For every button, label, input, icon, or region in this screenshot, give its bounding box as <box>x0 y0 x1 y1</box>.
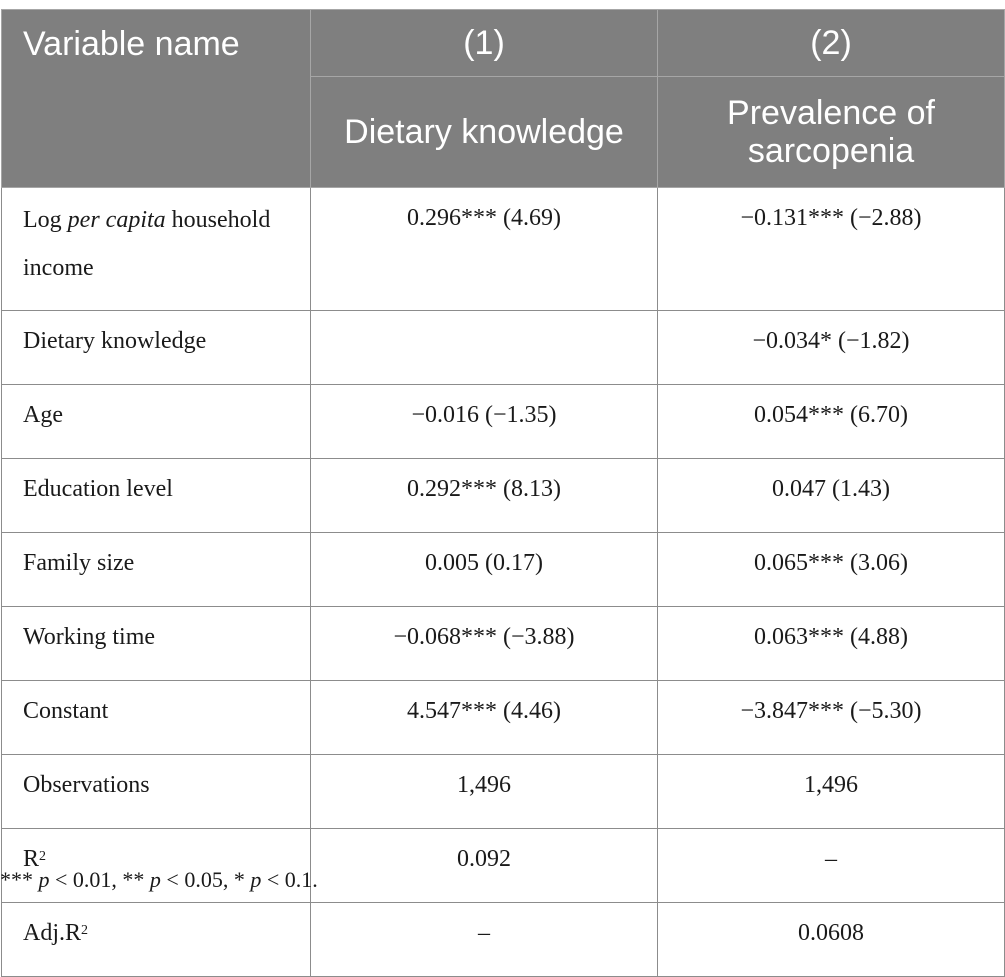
table-row: Constant 4.547*** (4.46) −3.847*** (−5.3… <box>1 680 1005 755</box>
row-label: Adj.R2 <box>1 902 311 977</box>
significance-footnote: *** p < 0.01, ** p < 0.05, * p < 0.1. <box>0 867 318 893</box>
table-header: Variable name (1) (2) Dietary knowledge … <box>1 9 1005 188</box>
row-label: R2 <box>1 828 311 903</box>
regression-table: Variable name (1) (2) Dietary knowledge … <box>1 9 1005 977</box>
cell-col1: −0.016 (−1.35) <box>310 384 658 459</box>
row-label: Working time <box>1 606 311 681</box>
table-body: Log per capita household income 0.296***… <box>1 187 1005 977</box>
table-row: Dietary knowledge −0.034* (−1.82) <box>1 310 1005 385</box>
cell-col2: 0.047 (1.43) <box>657 458 1005 533</box>
header-variable-name: Variable name <box>1 9 311 188</box>
row-label: Education level <box>1 458 311 533</box>
cell-col2: −3.847*** (−5.30) <box>657 680 1005 755</box>
row-label-italic: per capita <box>67 207 166 233</box>
table-row: Observations 1,496 1,496 <box>1 754 1005 829</box>
row-label: Age <box>1 384 311 459</box>
footnote-text: < 0.01, ** <box>49 867 150 892</box>
footnote-text: < 0.1. <box>261 867 318 892</box>
cell-col1 <box>310 310 658 385</box>
row-label-superscript: 2 <box>81 923 89 938</box>
cell-col2: 0.065*** (3.06) <box>657 532 1005 607</box>
cell-col1: 1,496 <box>310 754 658 829</box>
cell-col1: 0.292*** (8.13) <box>310 458 658 533</box>
cell-col1: −0.068*** (−3.88) <box>310 606 658 681</box>
cell-col1: 0.005 (0.17) <box>310 532 658 607</box>
footnote-text: *** <box>0 867 39 892</box>
cell-col2: 0.0608 <box>657 902 1005 977</box>
table-row: Education level 0.292*** (8.13) 0.047 (1… <box>1 458 1005 533</box>
footnote-text: < 0.05, * <box>160 867 251 892</box>
row-label: Dietary knowledge <box>1 310 311 385</box>
header-col1-dependent: Dietary knowledge <box>310 76 658 188</box>
cell-col1: 0.296*** (4.69) <box>310 187 658 311</box>
cell-col2: 0.063*** (4.88) <box>657 606 1005 681</box>
table-row: Adj.R2 – 0.0608 <box>1 902 1005 977</box>
cell-col2: −0.034* (−1.82) <box>657 310 1005 385</box>
table-row: R2 0.092 – <box>1 828 1005 903</box>
table-row: Working time −0.068*** (−3.88) 0.063*** … <box>1 606 1005 681</box>
row-label-text: household income <box>23 207 271 281</box>
row-label: Observations <box>1 754 311 829</box>
cell-col2: −0.131*** (−2.88) <box>657 187 1005 311</box>
cell-col1: – <box>310 902 658 977</box>
footnote-p: p <box>250 867 262 892</box>
cell-col2: 0.054*** (6.70) <box>657 384 1005 459</box>
table-row: Family size 0.005 (0.17) 0.065*** (3.06) <box>1 532 1005 607</box>
row-label: Family size <box>1 532 311 607</box>
row-label-text: Log <box>23 207 68 233</box>
row-label: Log per capita household income <box>1 187 311 311</box>
footnote-p: p <box>38 867 50 892</box>
cell-col1: 0.092 <box>310 828 658 903</box>
row-label: Constant <box>1 680 311 755</box>
cell-col1: 4.547*** (4.46) <box>310 680 658 755</box>
header-col2-number: (2) <box>657 9 1005 77</box>
row-label-text: Adj.R <box>23 920 82 946</box>
footnote-p: p <box>149 867 161 892</box>
row-label-superscript: 2 <box>39 849 47 864</box>
header-col1-number: (1) <box>310 9 658 77</box>
row-label-text: R <box>23 846 40 872</box>
header-col2-dependent: Prevalence of sarcopenia <box>657 76 1005 188</box>
table-row: Age −0.016 (−1.35) 0.054*** (6.70) <box>1 384 1005 459</box>
cell-col2: 1,496 <box>657 754 1005 829</box>
table-row: Log per capita household income 0.296***… <box>1 187 1005 311</box>
cell-col2: – <box>657 828 1005 903</box>
